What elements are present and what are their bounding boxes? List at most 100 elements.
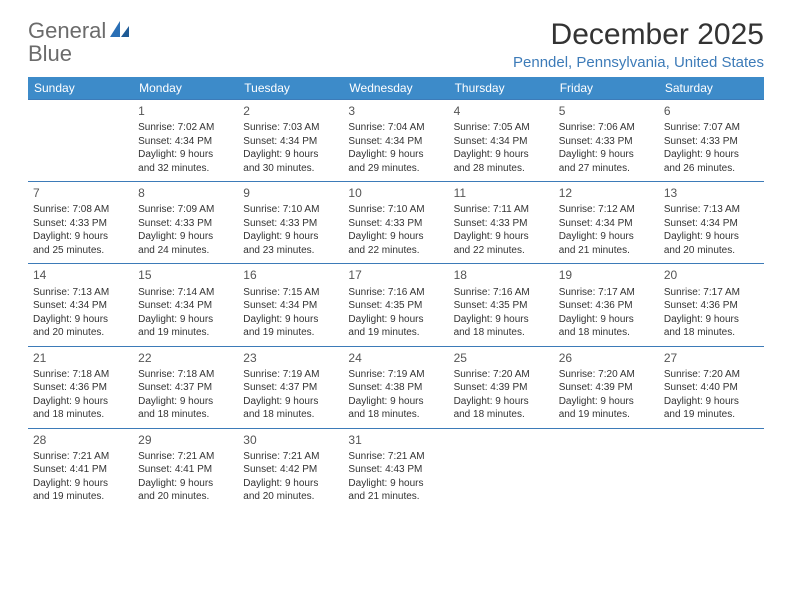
week-row: 28Sunrise: 7:21 AMSunset: 4:41 PMDayligh… bbox=[28, 428, 764, 510]
day-detail-d1: Daylight: 9 hours bbox=[33, 477, 128, 491]
day-detail-sr: Sunrise: 7:21 AM bbox=[33, 450, 128, 464]
day-detail-ss: Sunset: 4:33 PM bbox=[243, 217, 338, 231]
day-detail-sr: Sunrise: 7:10 AM bbox=[348, 203, 443, 217]
day-detail-d1: Daylight: 9 hours bbox=[33, 230, 128, 244]
day-cell: 22Sunrise: 7:18 AMSunset: 4:37 PMDayligh… bbox=[133, 346, 238, 428]
day-detail-sr: Sunrise: 7:07 AM bbox=[664, 121, 759, 135]
day-number: 8 bbox=[138, 185, 233, 201]
day-detail-d1: Daylight: 9 hours bbox=[664, 148, 759, 162]
day-cell: 4Sunrise: 7:05 AMSunset: 4:34 PMDaylight… bbox=[449, 100, 554, 182]
day-number: 31 bbox=[348, 432, 443, 448]
day-cell: 3Sunrise: 7:04 AMSunset: 4:34 PMDaylight… bbox=[343, 100, 448, 182]
day-cell: 6Sunrise: 7:07 AMSunset: 4:33 PMDaylight… bbox=[659, 100, 764, 182]
day-detail-d1: Daylight: 9 hours bbox=[559, 395, 654, 409]
day-header: Tuesday bbox=[238, 77, 343, 100]
day-detail-d2: and 18 minutes. bbox=[454, 326, 549, 340]
day-detail-sr: Sunrise: 7:21 AM bbox=[348, 450, 443, 464]
day-header: Saturday bbox=[659, 77, 764, 100]
day-cell bbox=[554, 428, 659, 510]
day-detail-d1: Daylight: 9 hours bbox=[454, 395, 549, 409]
day-detail-d2: and 20 minutes. bbox=[243, 490, 338, 504]
day-detail-d1: Daylight: 9 hours bbox=[243, 230, 338, 244]
day-detail-ss: Sunset: 4:43 PM bbox=[348, 463, 443, 477]
header: General Blue December 2025 Penndel, Penn… bbox=[28, 18, 764, 71]
day-detail-d1: Daylight: 9 hours bbox=[243, 395, 338, 409]
day-detail-d2: and 19 minutes. bbox=[559, 408, 654, 422]
day-cell: 23Sunrise: 7:19 AMSunset: 4:37 PMDayligh… bbox=[238, 346, 343, 428]
week-row: 14Sunrise: 7:13 AMSunset: 4:34 PMDayligh… bbox=[28, 264, 764, 346]
day-cell: 12Sunrise: 7:12 AMSunset: 4:34 PMDayligh… bbox=[554, 182, 659, 264]
day-detail-ss: Sunset: 4:34 PM bbox=[348, 135, 443, 149]
day-detail-d1: Daylight: 9 hours bbox=[348, 313, 443, 327]
day-detail-d1: Daylight: 9 hours bbox=[138, 148, 233, 162]
day-detail-sr: Sunrise: 7:05 AM bbox=[454, 121, 549, 135]
day-cell: 8Sunrise: 7:09 AMSunset: 4:33 PMDaylight… bbox=[133, 182, 238, 264]
day-number: 19 bbox=[559, 267, 654, 283]
day-number: 18 bbox=[454, 267, 549, 283]
day-detail-sr: Sunrise: 7:20 AM bbox=[559, 368, 654, 382]
day-detail-d2: and 32 minutes. bbox=[138, 162, 233, 176]
day-number: 25 bbox=[454, 350, 549, 366]
day-detail-d2: and 19 minutes. bbox=[138, 326, 233, 340]
day-detail-sr: Sunrise: 7:08 AM bbox=[33, 203, 128, 217]
month-title: December 2025 bbox=[513, 18, 764, 51]
day-number: 15 bbox=[138, 267, 233, 283]
day-detail-d1: Daylight: 9 hours bbox=[559, 313, 654, 327]
day-number: 2 bbox=[243, 103, 338, 119]
day-detail-d2: and 18 minutes. bbox=[348, 408, 443, 422]
day-header: Sunday bbox=[28, 77, 133, 100]
day-detail-ss: Sunset: 4:36 PM bbox=[664, 299, 759, 313]
day-detail-d1: Daylight: 9 hours bbox=[559, 230, 654, 244]
day-detail-sr: Sunrise: 7:04 AM bbox=[348, 121, 443, 135]
day-header: Monday bbox=[133, 77, 238, 100]
day-detail-d1: Daylight: 9 hours bbox=[138, 395, 233, 409]
day-number: 11 bbox=[454, 185, 549, 201]
day-detail-d1: Daylight: 9 hours bbox=[559, 148, 654, 162]
day-cell: 28Sunrise: 7:21 AMSunset: 4:41 PMDayligh… bbox=[28, 428, 133, 510]
day-cell: 25Sunrise: 7:20 AMSunset: 4:39 PMDayligh… bbox=[449, 346, 554, 428]
day-detail-d2: and 21 minutes. bbox=[348, 490, 443, 504]
day-number: 12 bbox=[559, 185, 654, 201]
day-detail-d2: and 18 minutes. bbox=[138, 408, 233, 422]
day-detail-ss: Sunset: 4:34 PM bbox=[33, 299, 128, 313]
day-number: 24 bbox=[348, 350, 443, 366]
day-header: Friday bbox=[554, 77, 659, 100]
sail-icon bbox=[109, 20, 131, 43]
day-detail-sr: Sunrise: 7:20 AM bbox=[664, 368, 759, 382]
day-detail-ss: Sunset: 4:42 PM bbox=[243, 463, 338, 477]
day-detail-d2: and 18 minutes. bbox=[664, 326, 759, 340]
day-cell: 21Sunrise: 7:18 AMSunset: 4:36 PMDayligh… bbox=[28, 346, 133, 428]
day-header-row: Sunday Monday Tuesday Wednesday Thursday… bbox=[28, 77, 764, 100]
day-number: 22 bbox=[138, 350, 233, 366]
day-detail-d2: and 18 minutes. bbox=[243, 408, 338, 422]
calendar-table: Sunday Monday Tuesday Wednesday Thursday… bbox=[28, 77, 764, 510]
day-detail-d2: and 24 minutes. bbox=[138, 244, 233, 258]
day-detail-d2: and 19 minutes. bbox=[664, 408, 759, 422]
day-detail-sr: Sunrise: 7:11 AM bbox=[454, 203, 549, 217]
day-cell: 2Sunrise: 7:03 AMSunset: 4:34 PMDaylight… bbox=[238, 100, 343, 182]
day-detail-d2: and 19 minutes. bbox=[348, 326, 443, 340]
day-detail-d2: and 23 minutes. bbox=[243, 244, 338, 258]
brand-part1: General bbox=[28, 18, 106, 43]
day-cell: 19Sunrise: 7:17 AMSunset: 4:36 PMDayligh… bbox=[554, 264, 659, 346]
day-detail-d2: and 18 minutes. bbox=[559, 326, 654, 340]
day-detail-d1: Daylight: 9 hours bbox=[33, 313, 128, 327]
title-block: December 2025 Penndel, Pennsylvania, Uni… bbox=[513, 18, 764, 71]
day-detail-ss: Sunset: 4:34 PM bbox=[138, 299, 233, 313]
day-cell: 16Sunrise: 7:15 AMSunset: 4:34 PMDayligh… bbox=[238, 264, 343, 346]
day-detail-sr: Sunrise: 7:06 AM bbox=[559, 121, 654, 135]
day-cell bbox=[28, 100, 133, 182]
day-detail-d1: Daylight: 9 hours bbox=[243, 313, 338, 327]
day-cell: 7Sunrise: 7:08 AMSunset: 4:33 PMDaylight… bbox=[28, 182, 133, 264]
day-detail-sr: Sunrise: 7:17 AM bbox=[664, 286, 759, 300]
day-detail-ss: Sunset: 4:34 PM bbox=[559, 217, 654, 231]
day-detail-ss: Sunset: 4:33 PM bbox=[664, 135, 759, 149]
day-number: 7 bbox=[33, 185, 128, 201]
day-detail-ss: Sunset: 4:33 PM bbox=[138, 217, 233, 231]
day-detail-sr: Sunrise: 7:02 AM bbox=[138, 121, 233, 135]
day-cell: 1Sunrise: 7:02 AMSunset: 4:34 PMDaylight… bbox=[133, 100, 238, 182]
day-detail-d1: Daylight: 9 hours bbox=[664, 395, 759, 409]
day-detail-ss: Sunset: 4:39 PM bbox=[559, 381, 654, 395]
day-detail-d2: and 18 minutes. bbox=[33, 408, 128, 422]
day-number: 23 bbox=[243, 350, 338, 366]
